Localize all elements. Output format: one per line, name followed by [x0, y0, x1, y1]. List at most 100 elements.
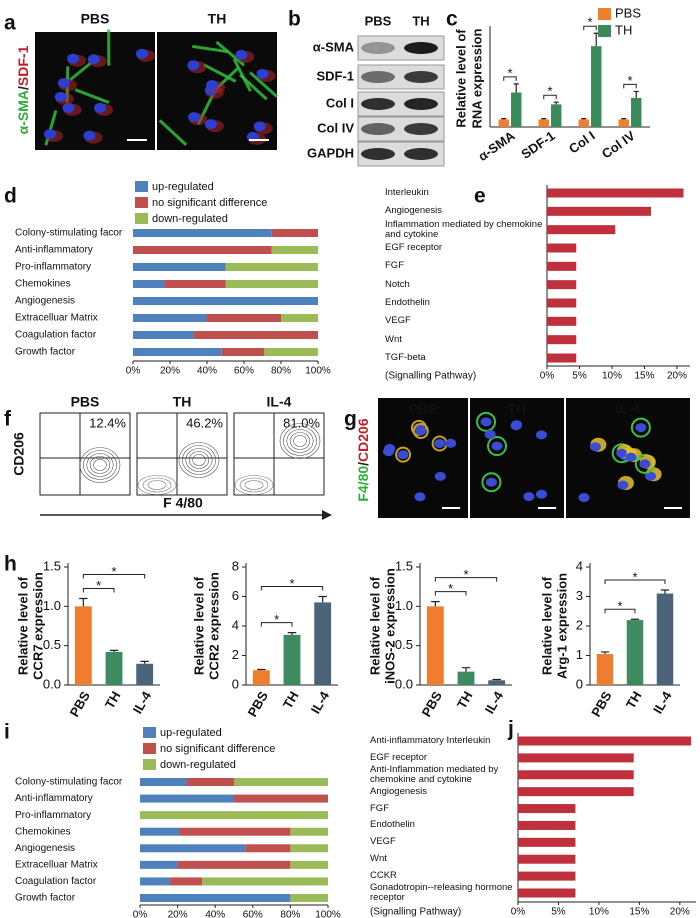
category-label: Wnt: [370, 853, 387, 865]
x-tick-label: 10%: [589, 907, 609, 918]
y-tick-label: 2: [232, 647, 239, 662]
error-bar: [318, 595, 327, 603]
significance-label: *: [627, 73, 632, 88]
contour: [283, 426, 317, 456]
category-label-box: FGF: [385, 261, 404, 271]
y-tick-label: 0: [232, 676, 239, 691]
category-label: Coagulation factor: [15, 876, 97, 887]
y-tick-label: 4: [576, 558, 583, 573]
bar-segment: [133, 229, 272, 237]
bar: [457, 671, 475, 685]
band: [404, 98, 438, 110]
category-label: Chemokines: [15, 279, 71, 290]
category-label: Pro-inflammatory: [15, 810, 91, 821]
bar-segment: [140, 794, 234, 803]
contour: [192, 454, 206, 466]
y-axis-label: CCR2 expression: [206, 572, 221, 680]
bar: [551, 104, 562, 127]
significance-label: *: [96, 578, 101, 593]
bar-segment: [281, 314, 318, 322]
flow-plot: [39, 412, 131, 496]
x-tick-label: IL-4: [308, 688, 333, 716]
contour: [239, 477, 269, 493]
actin-fiber: [192, 44, 229, 54]
x-tick-label: IL-4: [482, 688, 507, 716]
band: [361, 123, 395, 135]
band: [404, 123, 438, 135]
nucleus: [484, 429, 496, 439]
bar-segment: [164, 280, 226, 288]
category-label: Interleukin: [385, 187, 429, 199]
protein-label: SDF-1: [316, 68, 354, 83]
bar-segment: [133, 280, 165, 288]
category-label: Coagulation factor: [15, 330, 97, 341]
category-label: Anti-Inflammation mediated by chemokine …: [370, 763, 499, 785]
significance-label: *: [617, 599, 622, 614]
significance-label: *: [274, 612, 279, 627]
y-axis-label: (Signalling Pathway): [370, 907, 461, 918]
nucleus: [94, 102, 107, 113]
category-label-box: VEGF: [385, 316, 411, 326]
category-label-box: Endothelin: [385, 298, 430, 308]
contour: [83, 450, 117, 480]
bar-segment: [133, 297, 318, 305]
x-tick-label: 0%: [511, 907, 526, 918]
bar-segment: [225, 280, 318, 288]
bar-segment: [140, 827, 180, 836]
bar: [314, 602, 332, 685]
bar-segment: [225, 263, 318, 271]
y-axis-label: Relative level of: [191, 576, 206, 675]
contour: [89, 456, 111, 474]
membrane: [630, 417, 651, 438]
category-label: CCKR: [370, 870, 397, 882]
x-tick-label: 0%: [133, 910, 148, 918]
actin-fiber: [249, 71, 278, 98]
contour: [293, 435, 307, 447]
category-label: Colony-stimulating facor: [15, 777, 123, 788]
nucleus: [639, 459, 651, 469]
bar-segment: [202, 877, 328, 886]
category-label-box: Notch: [385, 279, 410, 289]
nucleus: [491, 441, 503, 451]
nucleus: [445, 438, 457, 448]
bar: [538, 119, 549, 127]
y-tick-label: 0.0: [395, 676, 413, 691]
y-tick-label: 1: [576, 647, 583, 662]
category-label: EGF receptor: [385, 242, 443, 254]
significance-bracket: [604, 579, 666, 585]
y-axis-label: Relative level of: [539, 576, 554, 675]
category-label: EGF receptor: [370, 751, 428, 763]
axis-label: CD206: [11, 432, 27, 476]
channel-label-part: CD206: [355, 418, 371, 462]
bar-segment: [234, 778, 328, 786]
band: [404, 71, 438, 83]
channel-label-part: SDF-1: [15, 45, 31, 86]
image-label: TH: [508, 401, 527, 417]
contour: [234, 475, 274, 495]
legend-swatch: [143, 727, 156, 738]
arrow-head: [322, 510, 332, 520]
y-tick-label: 0.0: [43, 676, 61, 691]
bar-segment: [271, 229, 318, 237]
bar: [518, 820, 576, 830]
legend-swatch: [143, 759, 156, 770]
bar-segment: [290, 860, 328, 869]
x-tick-label: 60%: [243, 910, 263, 918]
lane-label: TH: [412, 13, 429, 28]
x-tick-label: TH: [280, 689, 302, 712]
bar: [518, 871, 576, 881]
category-label: VEGF: [370, 836, 396, 848]
bar-segment: [140, 860, 178, 869]
nucleus: [67, 53, 80, 64]
channel-label-part: /: [15, 86, 31, 90]
category-label: TGF-beta: [385, 352, 426, 364]
error-bar: [553, 101, 559, 105]
x-tick-label: 80%: [271, 366, 291, 377]
nucleus: [256, 68, 269, 79]
significance-bracket: [604, 608, 636, 614]
significance-bracket: [434, 577, 498, 582]
bar: [136, 663, 154, 685]
y-tick-label: 4: [232, 617, 239, 632]
category-label-box: Anti-Inflammation mediated by chemokine …: [370, 763, 499, 785]
contour: [178, 442, 220, 478]
